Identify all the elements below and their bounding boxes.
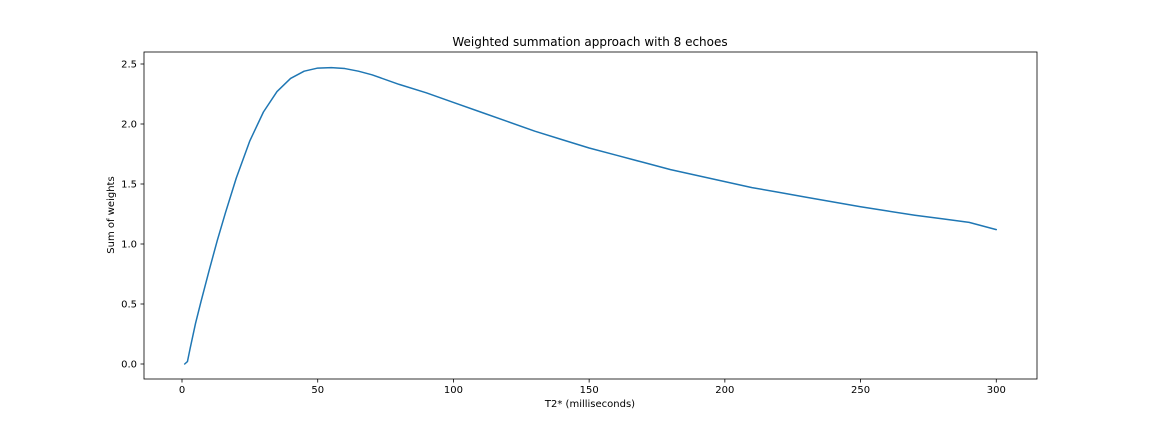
y-tick-label: 0.5	[121, 300, 137, 311]
y-tick-label: 0.0	[121, 360, 137, 371]
y-axis-title: Sum of weights	[106, 176, 117, 253]
x-tick-label: 200	[715, 385, 734, 396]
y-tick-label: 1.0	[121, 240, 137, 251]
y-tick-label: 2.5	[121, 60, 137, 71]
y-tick-label: 1.5	[121, 180, 137, 191]
x-axis-title: T2* (milliseconds)	[544, 399, 635, 410]
x-tick-label: 150	[580, 385, 599, 396]
x-axis-ticks: 0 50 100 150 200 250 300	[179, 379, 1006, 396]
x-tick-label: 250	[851, 385, 870, 396]
series-line	[183, 66, 998, 365]
x-tick-label: 0	[179, 385, 185, 396]
plot-data-layer	[183, 66, 998, 365]
x-tick-label: 50	[311, 385, 324, 396]
y-axis-ticks: 0.0 0.5 1.0 1.5 2.0 2.5	[121, 60, 144, 371]
chart-title: Weighted summation approach with 8 echoe…	[452, 35, 727, 49]
x-tick-label: 300	[987, 385, 1006, 396]
x-tick-label: 100	[444, 385, 463, 396]
plot-frame	[143, 51, 1038, 380]
y-tick-label: 2.0	[121, 120, 137, 131]
